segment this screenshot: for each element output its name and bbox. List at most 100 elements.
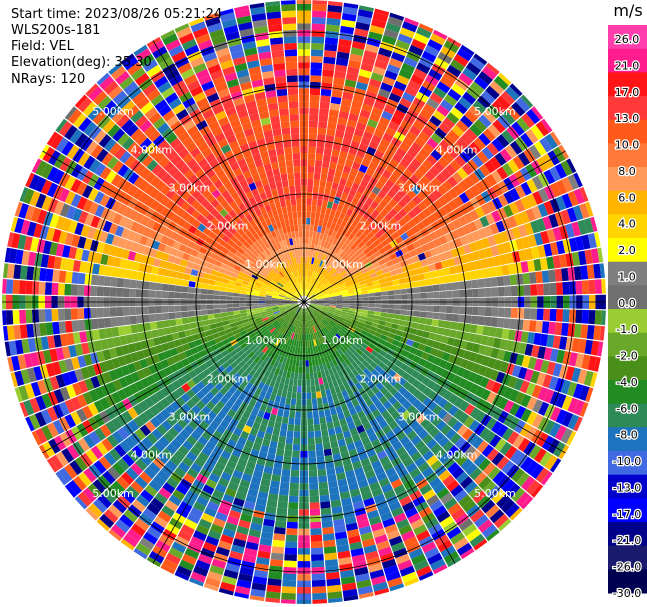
range-gate: [393, 484, 406, 495]
range-gate: [288, 280, 293, 287]
range-gate: [285, 358, 291, 365]
range-gate: [94, 204, 105, 218]
range-gate: [377, 324, 385, 330]
range-gate: [291, 303, 298, 305]
range-gate: [560, 160, 573, 176]
range-gate: [289, 318, 294, 325]
range-gate: [318, 314, 324, 320]
range-gate: [287, 331, 292, 338]
range-gate: [284, 377, 290, 385]
range-gate: [360, 244, 368, 252]
range-gate: [491, 287, 499, 297]
range-gate: [178, 351, 187, 361]
range-gate: [422, 265, 430, 273]
range-gate: [90, 445, 104, 460]
range-gate: [565, 253, 574, 267]
range-gate: [540, 118, 553, 133]
range-gate: [266, 309, 273, 313]
range-gate: [59, 203, 71, 218]
range-gate: [597, 341, 604, 357]
range-gate: [339, 563, 353, 572]
range-gate: [432, 188, 443, 200]
range-gate: [344, 255, 351, 262]
range-gate: [221, 316, 229, 322]
range-gate: [352, 94, 365, 104]
range-gate: [39, 267, 47, 282]
range-gate: [353, 255, 361, 263]
range-gate: [550, 131, 562, 146]
range-gate: [203, 178, 213, 189]
range-gate: [247, 245, 255, 253]
range-gate: [435, 349, 445, 359]
range-gate: [362, 303, 369, 307]
range-gate: [357, 336, 365, 343]
range-gate: [331, 393, 339, 402]
range-gate: [360, 416, 369, 425]
range-gate: [284, 404, 291, 412]
range-gate: [573, 323, 582, 338]
range-gate: [328, 308, 336, 312]
range-gate: [309, 305, 315, 310]
range-gate: [176, 407, 187, 418]
range-gate: [316, 298, 324, 301]
range-gate: [555, 409, 568, 425]
range-gate: [200, 309, 208, 316]
range-gate: [358, 5, 374, 12]
range-gate: [482, 109, 497, 124]
range-gate: [51, 309, 59, 322]
range-gate: [387, 290, 395, 296]
range-gate: [458, 494, 472, 508]
range-gate: [210, 269, 219, 277]
range-gate: [371, 369, 380, 378]
range-gate: [411, 322, 419, 329]
range-gate: [272, 428, 281, 436]
range-gate: [142, 348, 152, 358]
range-gate: [279, 307, 286, 311]
range-gate: [322, 63, 335, 71]
range-gate: [292, 296, 299, 300]
range-gate: [283, 456, 292, 464]
range-gate: [279, 308, 286, 312]
range-gate: [491, 100, 506, 115]
range-gate: [539, 451, 553, 467]
range-gate: [432, 356, 442, 366]
range-gate: [187, 512, 201, 524]
range-gate: [416, 530, 431, 542]
range-gate: [129, 306, 136, 316]
range-gate: [7, 232, 14, 248]
range-gate: [271, 302, 279, 305]
range-gate: [416, 373, 426, 383]
range-gate: [197, 451, 209, 462]
range-gate: [305, 289, 308, 296]
range-gate: [31, 158, 42, 174]
range-gate: [252, 442, 262, 451]
range-gate: [181, 237, 190, 246]
range-gate: [328, 215, 335, 223]
range-gate: [452, 290, 460, 298]
range-gate: [573, 266, 582, 281]
radial-velocity-rays: [2, 0, 606, 604]
range-gate: [112, 336, 122, 347]
range-gate: [169, 455, 182, 467]
range-gate: [313, 332, 317, 340]
range-gate: [251, 407, 260, 416]
range-gate: [376, 243, 384, 251]
range-gate: [142, 246, 152, 256]
range-gate: [458, 72, 474, 86]
range-gate: [182, 373, 192, 383]
range-gate: [336, 276, 343, 282]
range-gate: [298, 340, 301, 348]
range-gate: [323, 348, 329, 356]
range-gate: [323, 300, 330, 302]
range-gate: [184, 267, 193, 275]
range-gate: [290, 398, 297, 406]
range-gate: [325, 361, 332, 370]
range-gate: [210, 356, 219, 365]
range-gate: [568, 309, 577, 323]
range-gate: [258, 424, 267, 433]
range-gate: [305, 340, 308, 348]
range-gate: [293, 431, 301, 438]
range-gate: [475, 239, 485, 251]
range-gate: [373, 493, 386, 504]
range-gate: [227, 357, 235, 365]
